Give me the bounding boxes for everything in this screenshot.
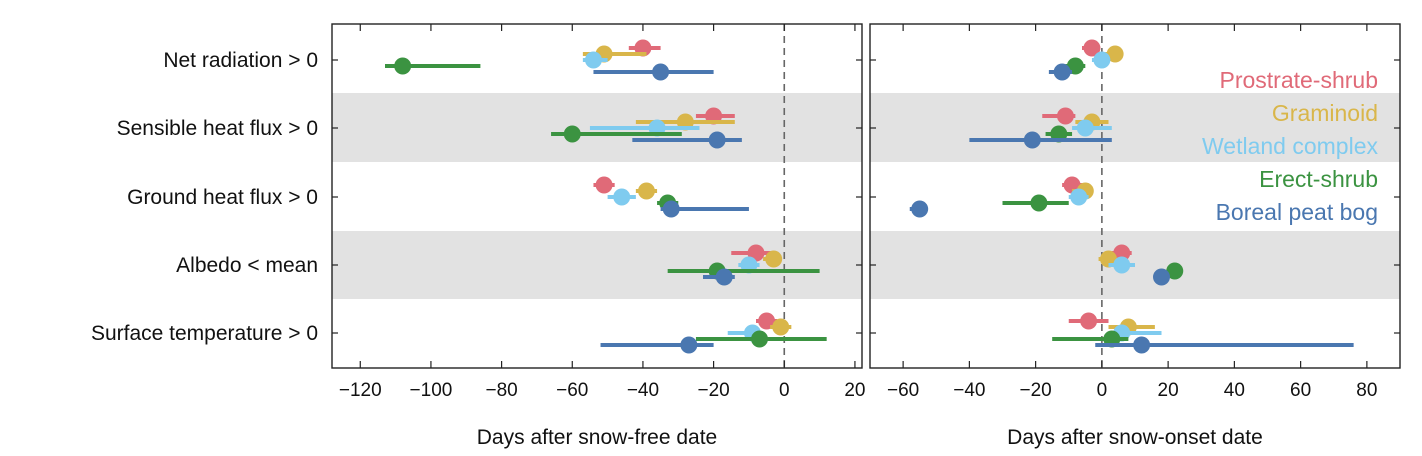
point-erect-shrub [751,330,769,348]
point-boreal-peat-bog [1153,268,1170,286]
legend-entry-boreal-peat-bog: Boreal peat bog [1216,199,1378,225]
point-boreal-peat-bog [652,63,670,81]
point-erect-shrub [563,125,581,143]
axes-frame [869,23,1401,369]
legend-entry-graminoid: Graminoid [1272,100,1378,126]
tick-label: 40 [1224,380,1245,401]
point-prostrate-shrub [1080,312,1098,330]
tick-label: 20 [1158,380,1179,401]
tick-label: −60 [887,380,919,401]
x-axis-label: Days after snow-onset date [1007,426,1263,449]
point-boreal-peat-bog [1133,336,1151,354]
point-prostrate-shrub [1056,107,1074,125]
category-label-albedo-mean: Albedo < mean [176,254,318,277]
point-graminoid [772,318,790,336]
tick-label: −80 [485,380,517,401]
point-boreal-peat-bog [1023,131,1041,149]
point-prostrate-shrub [595,176,613,194]
tick-label: −20 [1020,380,1052,401]
shaded-band [332,231,862,299]
tick-label: −120 [339,380,382,401]
tick-label: 60 [1290,380,1311,401]
tick-label: −40 [953,380,985,401]
category-label-surface-temperature-0: Surface temperature > 0 [91,322,318,345]
tick-label: 0 [779,380,790,401]
point-prostrate-shrub [1113,244,1131,262]
point-wetland-complex [1113,256,1131,274]
tick-label: 80 [1356,380,1377,401]
point-boreal-peat-bog [1053,63,1071,81]
point-graminoid [637,182,655,200]
tick-label: 20 [844,380,865,401]
point-wetland-complex [584,51,602,69]
point-wetland-complex [1070,188,1088,206]
tick-label: −20 [697,380,729,401]
axes-frame [331,23,863,369]
point-erect-shrub [1166,262,1184,280]
legend-entry-erect-shrub: Erect-shrub [1259,166,1378,192]
point-boreal-peat-bog [911,200,929,218]
legend-entry-prostrate-shrub: Prostrate-shrub [1219,67,1378,93]
point-boreal-peat-bog [708,131,726,149]
shaded-band [870,93,1400,162]
point-wetland-complex [613,188,631,206]
point-prostrate-shrub [1083,39,1101,57]
tick-label: −100 [410,380,453,401]
category-label-sensible-heat-flux-0: Sensible heat flux > 0 [117,117,318,140]
x-axis-label: Days after snow-free date [477,426,717,449]
point-boreal-peat-bog [680,336,698,354]
legend: Prostrate-shrub Graminoid Wetland complex E… [1202,67,1378,225]
point-boreal-peat-bog [662,200,680,218]
category-label-ground-heat-flux-0: Ground heat flux > 0 [127,186,318,209]
tick-label: −60 [556,380,588,401]
point-graminoid [1106,45,1124,63]
category-label-net-radiation-0: Net radiation > 0 [163,49,318,72]
tick-label: −40 [627,380,659,401]
point-graminoid [765,250,783,268]
point-wetland-complex [1076,119,1094,137]
tick-label: 0 [1097,380,1108,401]
legend-entry-wetland-complex: Wetland complex [1202,133,1378,159]
point-erect-shrub [1030,194,1048,212]
point-boreal-peat-bog [715,268,733,286]
panel-snow-free: −120 −100 −80 −60 −40 −20 0 20 Days after snow-f… [331,23,866,449]
point-erect-shrub [394,57,412,75]
panel-snow-onset: −60 −40 −20 0 20 40 60 80 Days after snow-onset … [869,23,1401,449]
point-wetland-complex [1093,51,1111,69]
category-labels: Net radiation > 0 Sensible heat flux > 0 G… [91,49,318,345]
